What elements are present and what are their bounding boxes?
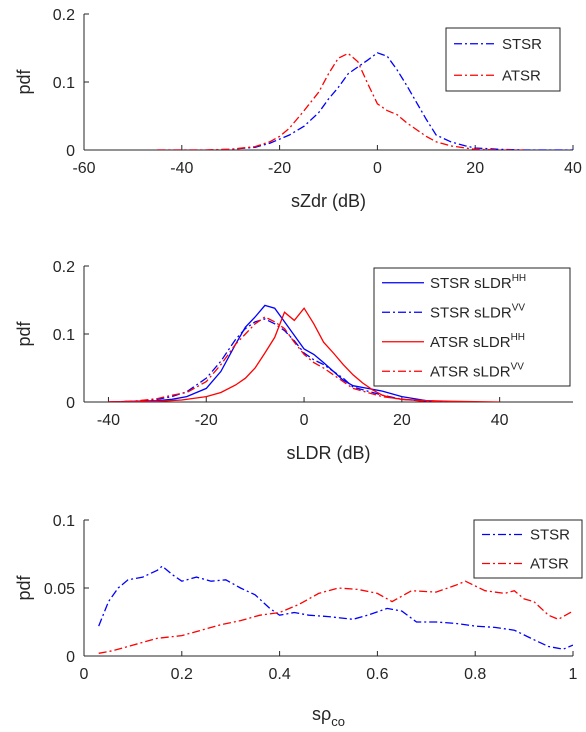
x-tick-label: 0 [373,160,382,177]
legend-label: ATSR sLDRHH [430,332,525,351]
x-tick-label: 0.6 [366,666,388,683]
y-tick-label: 0.1 [53,75,75,92]
legend-box [373,267,571,387]
y-tick-label: 0.1 [53,327,75,344]
x-tick-label: -60 [72,160,95,177]
legend-label-name: STSR [530,527,570,544]
x-tick-label: 0 [300,412,309,429]
legend-label-name: ATSR [530,556,569,573]
x-tick-label: -20 [268,160,291,177]
series-line-4 [108,316,451,402]
legend-label: STSR [530,527,570,544]
legend-label-superscript: HH [511,332,525,343]
legend-box [473,519,583,579]
series-line-2 [108,318,451,402]
legend-box [445,27,561,92]
x-tick-label: 0.8 [464,666,486,683]
x-tick-label: -40 [97,412,120,429]
y-axis-label: pdf [14,68,34,94]
chart-panel-1: -60 -40 -20 0 20 40 0 0.1 0.2 pdf sZdr (dB) STSR ATS… [14,7,582,211]
y-tick-label: 0.2 [53,259,75,276]
y-tick-label: 0.2 [53,7,75,24]
y-axis-label: pdf [14,574,34,600]
y-tick-label: 0.1 [53,513,75,530]
legend-label-superscript: VV [512,302,526,313]
legend-label-superscript: VV [511,361,525,372]
x-tick-label: 20 [393,412,411,429]
legend-label-name: ATSR sLDR [430,363,511,380]
y-tick-label: 0 [66,395,75,412]
legend: STSR ATSR [445,27,561,92]
series-line-2 [157,52,525,150]
x-tick-label: 1 [569,666,578,683]
x-tick-label: 20 [466,160,484,177]
x-tick-label: 40 [564,160,582,177]
x-tick-label: -20 [195,412,218,429]
x-axis-label: sLDR (dB) [286,443,370,463]
legend-label: ATSR sLDRVV [430,361,524,380]
legend-label: STSR sLDRHH [430,273,526,292]
series-line-1 [98,565,573,650]
series-line-1 [108,304,451,402]
legend-label-name: STSR sLDR [430,275,512,292]
legend-label-name: ATSR sLDR [430,334,511,351]
x-tick-label: 0 [80,666,89,683]
legend: STSR ATSR [473,519,583,579]
chart-panel-3: 0 0.2 0.4 0.6 0.8 1 0 0.05 0.1 pdf sρco STSR ATSR [14,513,583,729]
x-axis-label-subscript: co [331,714,345,727]
series-line-2 [98,580,573,654]
x-axis-label: sZdr (dB) [291,191,366,211]
y-tick-label: 0 [66,649,75,666]
legend-label: STSR [502,36,542,53]
x-axis-label-main: sρ [312,704,331,724]
y-tick-label: 0 [66,143,75,160]
x-axis-label: sρco [312,704,345,727]
series-line-1 [157,52,573,150]
x-tick-label: 0.4 [268,666,290,683]
legend-label-name: ATSR [502,67,541,84]
legend-label-name: STSR sLDR [430,304,512,321]
legend-label-superscript: HH [512,273,526,284]
y-tick-label: 0.05 [44,581,75,598]
legend-label: ATSR [502,67,541,84]
x-tick-label: 0.2 [171,666,193,683]
legend-label: ATSR [530,556,569,573]
legend-label-name: STSR [502,36,542,53]
x-tick-label: -40 [170,160,193,177]
legend-label: STSR sLDRVV [430,302,525,321]
x-tick-label: 40 [491,412,509,429]
y-axis-label: pdf [14,320,34,346]
